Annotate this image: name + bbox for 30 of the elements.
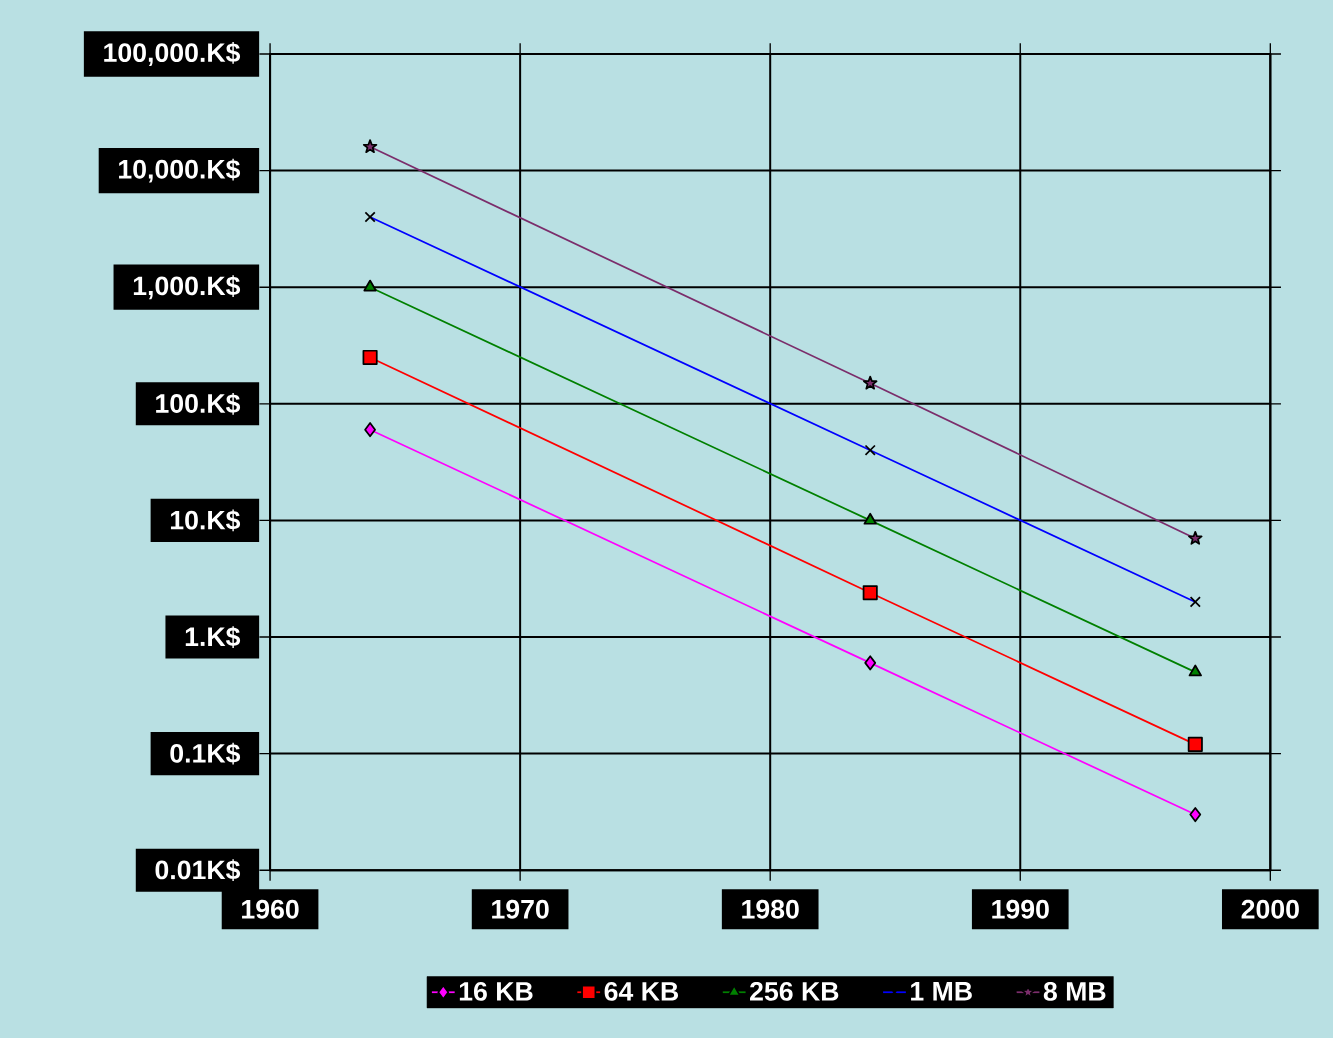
y-tick-label: 0.01K$ [155,859,241,881]
x-tick-label: 1980 [742,899,799,919]
x-tick-label: 1960 [242,899,299,919]
y-tick-label: 100.K$ [156,392,241,415]
point [863,375,878,390]
x-tick-label: 1990 [992,899,1049,919]
legend-label: 8 MB [1043,981,1106,1001]
point [362,139,378,153]
point [364,422,376,438]
legend-label: 16 KB [459,981,533,1001]
point [862,585,878,601]
x-tick-label: 2000 [1241,899,1299,919]
point [363,279,377,292]
point [864,655,877,671]
point [1189,806,1202,822]
legend-label: 256 KB [750,981,839,1001]
point [1188,530,1203,545]
y-tick-label: 0.1K$ [170,742,241,765]
point [863,512,877,525]
point [362,349,378,365]
y-tick-label: 10,000.K$ [119,158,241,183]
y-tick-label: 10.K$ [170,509,241,532]
x-tick-label: 1970 [492,899,549,919]
y-tick-label: 100,000.K$ [104,41,241,66]
point [1187,736,1203,752]
point [1188,664,1202,677]
legend-label: 1 MB [911,981,972,1001]
legend-label: 64 KB [604,981,679,1001]
y-tick-label: 1,000.K$ [133,275,241,300]
y-tick-label: 1.K$ [185,626,241,648]
